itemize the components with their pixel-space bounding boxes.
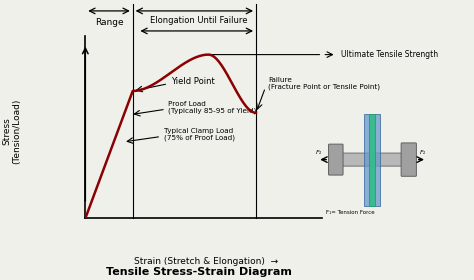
Text: Strain (Stretch & Elongation)  →: Strain (Stretch & Elongation) →: [134, 257, 278, 266]
Text: F₁: F₁: [316, 150, 322, 155]
FancyBboxPatch shape: [342, 153, 402, 166]
Text: Range: Range: [95, 18, 123, 27]
Text: Stress
(Tension/Load): Stress (Tension/Load): [2, 99, 21, 164]
FancyBboxPatch shape: [401, 143, 416, 176]
Text: Failure
(Fracture Point or Tensile Point): Failure (Fracture Point or Tensile Point…: [268, 77, 380, 90]
Text: Ultimate Tensile Strength: Ultimate Tensile Strength: [341, 50, 438, 59]
Text: Proof Load
(Typically 85-95 of Yield): Proof Load (Typically 85-95 of Yield): [168, 101, 256, 114]
Text: F₁: F₁: [419, 150, 426, 155]
FancyBboxPatch shape: [328, 144, 343, 175]
Text: Typical Clamp Load
(75% of Proof Load): Typical Clamp Load (75% of Proof Load): [164, 128, 235, 141]
Text: Tensile Stress-Strain Diagram: Tensile Stress-Strain Diagram: [106, 267, 292, 277]
FancyBboxPatch shape: [369, 114, 375, 206]
FancyBboxPatch shape: [364, 114, 380, 206]
Text: Yield Point: Yield Point: [171, 77, 214, 87]
Text: Elongation Until Failure: Elongation Until Failure: [150, 17, 248, 25]
Text: F₁= Tension Force: F₁= Tension Force: [326, 210, 374, 215]
